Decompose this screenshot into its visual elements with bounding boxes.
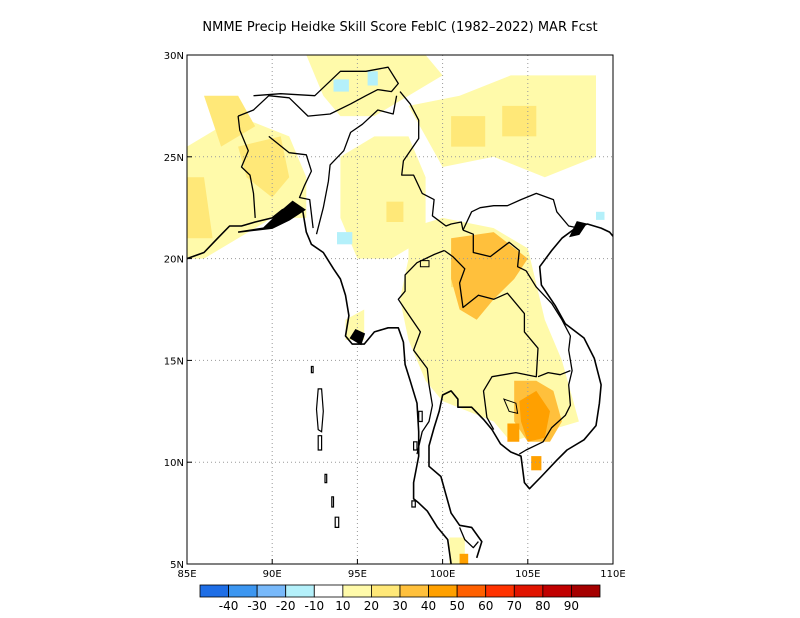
skill-region-20 [187,177,213,239]
colorbar-swatch [542,584,572,598]
country-border [459,527,479,549]
colorbar: -40 -30 -20 -10 10 20 30 40 50 60 70 80 90 [199,584,601,613]
colorbar-swatch [256,584,287,598]
colorbar-label: 10 [335,599,350,613]
skill-shading-layer [187,55,605,564]
skill-region-10 [340,136,426,259]
lon-tick-label: 95E [348,569,367,580]
country-border [462,229,573,455]
colorbar-swatch [399,584,429,598]
colorbar-label: 70 [507,599,522,613]
lake [419,260,430,268]
map-title: NMME Precip Heidke Skill Score FebIC (19… [202,20,598,35]
skill-region-40 [459,553,469,564]
country-border [443,249,539,430]
lon-tick-label: 110E [600,569,625,580]
skill-region--10 [333,79,349,92]
skill-region-20 [502,105,537,137]
colorbar-label: -40 [219,599,239,613]
colorbar-label: 40 [421,599,436,613]
lon-tick-label: 85E [177,569,196,580]
colorbar-label: -30 [247,599,267,613]
colorbar-swatch [513,584,544,598]
colorbar-label: 80 [535,599,550,613]
skill-region--10 [596,211,605,220]
colorbar-label: 60 [478,599,493,613]
coastline [428,223,613,559]
axis-ticks: 85E 90E 95E 100E 105E 110E 5N 10N 15N 20N 25N 30N [164,51,626,580]
country-border [237,116,256,218]
skill-region-20 [238,136,290,198]
lat-tick-label: 25N [164,153,184,164]
lat-tick-label: 20N [164,255,184,266]
colorbar-swatch [199,584,229,598]
lat-tick-label: 10N [164,458,184,469]
colorbar-label: 30 [392,599,407,613]
island [317,435,323,451]
colorbar-swatch [371,584,401,598]
skill-region-30 [451,232,528,320]
colorbar-swatch [485,584,515,598]
lon-tick-label: 100E [430,569,455,580]
colorbar-label: -20 [276,599,296,613]
skill-region-40 [519,390,550,442]
skill-region-20 [451,116,486,147]
lat-tick-label: 30N [164,51,184,62]
lon-tick-label: 90E [263,569,282,580]
skill-region-10 [187,55,443,117]
island [310,365,314,374]
coastline-layer [187,66,613,564]
lat-tick-label: 15N [164,356,184,367]
colorbar-swatch [342,584,372,598]
country-border [397,249,445,455]
skill-region--10 [367,71,378,86]
island [413,441,418,451]
colorbar-label: -10 [304,599,324,613]
colorbar-label: 90 [564,599,579,613]
delta-coast [349,328,366,346]
island [418,410,423,423]
lake [503,398,519,414]
map-frame [186,54,614,565]
country-border [237,66,399,117]
island [324,473,328,484]
coastline [187,204,452,564]
colorbar-swatch [313,584,344,598]
colorbar-swatch [428,584,458,598]
skill-region--10 [337,232,353,245]
country-border [462,192,580,231]
skill-region-40 [531,456,542,471]
colorbar-swatch [285,584,315,598]
delta-coast [569,221,587,238]
country-border [537,369,571,378]
island [315,388,324,433]
colorbar-swatch [456,584,487,598]
country-border [399,91,464,231]
skill-region-40 [507,423,520,442]
colorbar-label: 20 [364,599,379,613]
colorbar-swatch [571,584,601,598]
island [331,496,335,508]
country-border [315,95,398,235]
colorbar-label: 50 [449,599,464,613]
lat-tick-label: 5N [170,560,184,571]
island [334,516,340,529]
country-border [268,135,314,229]
island [411,500,416,508]
delta-coast [237,200,306,233]
colorbar-swatch [228,584,258,598]
skill-region-20 [204,95,256,147]
skill-region-20 [386,201,404,222]
lon-tick-label: 105E [515,569,540,580]
